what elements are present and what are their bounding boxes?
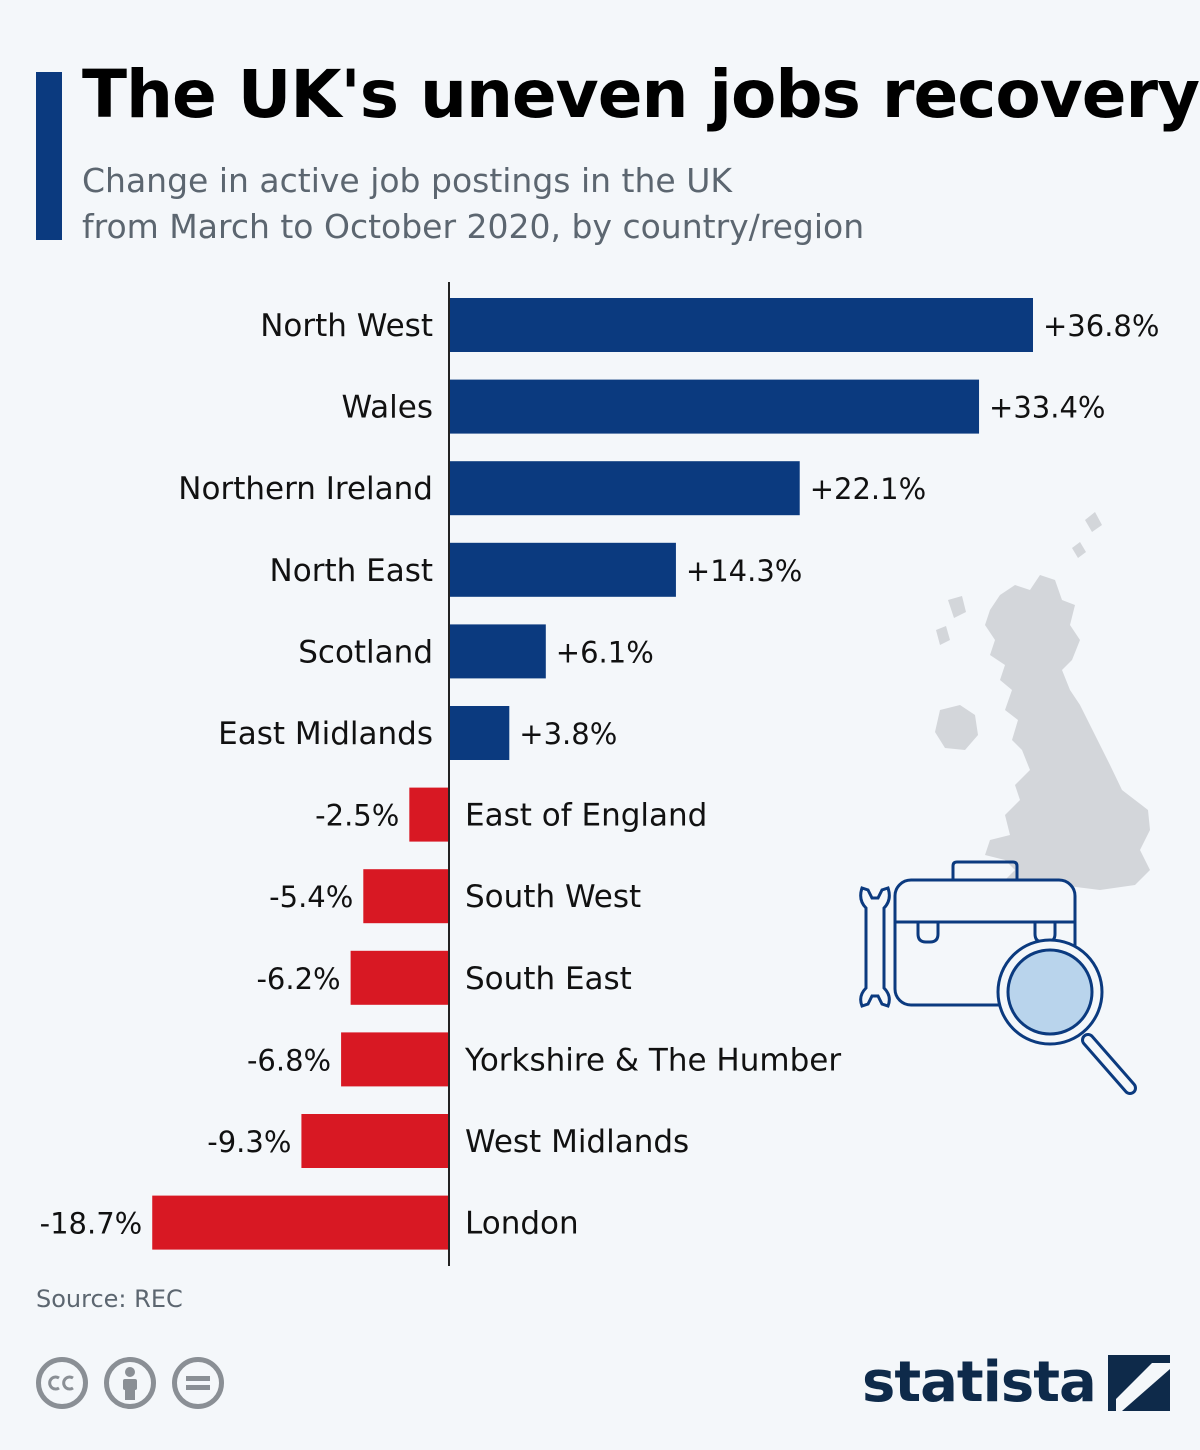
value-label-northern-ireland: +22.1%	[810, 472, 926, 506]
bar-north-west	[449, 298, 1033, 352]
bar-south-west	[363, 869, 449, 924]
magnifier-icon	[996, 938, 1137, 1095]
category-label-northern-ireland: Northern Ireland	[178, 471, 433, 507]
title-accent-bar	[36, 72, 62, 240]
value-label-east-midlands: +3.8%	[519, 717, 617, 751]
value-label-west-midlands: -9.3%	[207, 1125, 291, 1159]
category-label-scotland: Scotland	[298, 634, 433, 670]
bar-scotland	[449, 624, 546, 679]
category-label-north-west: North West	[260, 308, 433, 344]
value-label-yorkshire-and-the-humber: -6.8%	[247, 1043, 331, 1077]
category-label-yorkshire-and-the-humber: Yorkshire & The Humber	[464, 1042, 841, 1078]
uk-map-icon	[935, 512, 1150, 915]
value-label-south-east: -6.2%	[256, 962, 340, 996]
bar-northern-ireland	[449, 461, 800, 516]
value-label-wales: +33.4%	[989, 391, 1105, 425]
bar-north-east	[449, 542, 676, 597]
category-label-west-midlands: West Midlands	[465, 1124, 689, 1160]
subtitle-line-1: Change in active job postings in the UK	[82, 161, 732, 200]
source-note: Source: REC	[36, 1285, 183, 1313]
bar-west-midlands	[301, 1114, 449, 1168]
value-label-london: -18.7%	[40, 1207, 143, 1241]
subtitle-line-2: from March to October 2020, by country/r…	[82, 207, 865, 246]
statista-logo-icon	[1107, 1354, 1170, 1411]
bar-london	[152, 1195, 449, 1250]
value-label-north-east: +14.3%	[686, 554, 802, 588]
category-label-london: London	[465, 1206, 579, 1242]
person-glyph	[123, 1367, 137, 1400]
statista-brand[interactable]: statista	[862, 1350, 1170, 1415]
wrench-icon	[859, 886, 891, 1008]
value-label-south-west: -5.4%	[269, 880, 353, 914]
no-derivatives-icon[interactable]	[172, 1357, 224, 1409]
category-label-east-of-england: East of England	[465, 798, 707, 834]
category-label-east-midlands: East Midlands	[218, 716, 433, 752]
category-label-south-west: South West	[465, 879, 641, 915]
statista-wordmark: statista	[862, 1350, 1097, 1415]
chart-title: The UK's uneven jobs recovery	[82, 56, 1200, 133]
category-label-wales: Wales	[341, 390, 433, 426]
bar-south-east	[350, 950, 449, 1005]
attribution-icon[interactable]	[104, 1357, 156, 1409]
bar-east-midlands	[449, 706, 510, 760]
cc-glyph	[48, 1375, 74, 1391]
bar-yorkshire-and-the-humber	[341, 1032, 449, 1087]
category-label-north-east: North East	[270, 553, 433, 589]
equals-glyph	[186, 1376, 210, 1390]
cc-icon[interactable]	[36, 1357, 88, 1409]
license-icons	[36, 1357, 224, 1409]
bar-east-of-england	[409, 787, 449, 842]
category-label-south-east: South East	[465, 961, 632, 997]
chart-subtitle: Change in active job postings in the UK …	[82, 158, 1082, 250]
bar-wales	[449, 379, 980, 434]
value-label-north-west: +36.8%	[1043, 309, 1159, 343]
value-label-scotland: +6.1%	[556, 635, 654, 669]
value-label-east-of-england: -2.5%	[315, 799, 399, 833]
